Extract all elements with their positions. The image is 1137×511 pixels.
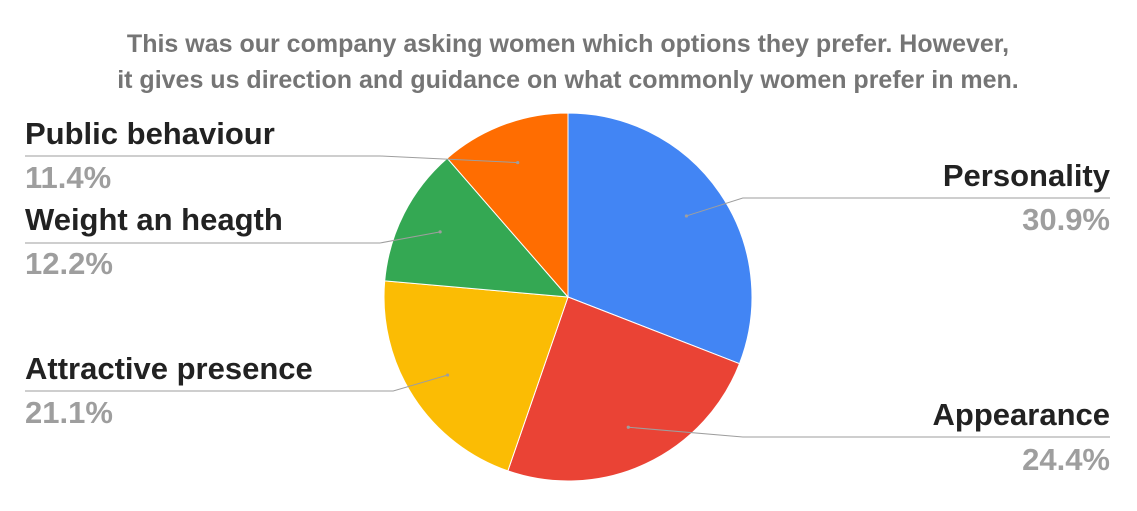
slice-value-weight-an-heagth: 12.2% — [25, 246, 113, 281]
slice-value-attractive-presence: 21.1% — [25, 395, 113, 430]
slice-value-public-behaviour: 11.4% — [25, 160, 111, 195]
slice-label-attractive-presence: Attractive presence — [25, 351, 313, 386]
leader-dot-public-behaviour — [516, 160, 520, 165]
pie-slice-public-behaviour[interactable] — [446, 112, 569, 299]
leader-lines — [25, 155, 1110, 438]
slice-label-appearance: Appearance — [933, 397, 1110, 432]
leader-line-public-behaviour — [25, 155, 518, 164]
leader-line-attractive-presence — [25, 374, 448, 392]
chart-title-line-1: This was our company asking women which … — [127, 30, 1009, 58]
leader-line-weight-an-heagth — [25, 231, 441, 244]
slice-label-weight-an-heagth: Weight an heagth — [25, 202, 283, 237]
leader-dot-weight-an-heagth — [438, 230, 442, 234]
slice-label-public-behaviour: Public behaviour — [25, 116, 275, 151]
pie-slice-personality[interactable] — [567, 112, 753, 365]
slice-label-personality: Personality — [943, 158, 1111, 193]
leader-dot-personality — [684, 214, 689, 218]
pie-slices — [383, 112, 753, 482]
slice-value-personality: 30.9% — [1022, 202, 1110, 237]
leader-line-appearance — [628, 426, 1110, 438]
slice-labels: Personality 30.9% Appearance 24.4% Attractiv… — [25, 116, 1111, 477]
slice-value-appearance: 24.4% — [1022, 442, 1110, 477]
leader-line-personality — [686, 197, 1110, 217]
leader-dot-appearance — [626, 425, 630, 429]
pie-slice-attractive-presence[interactable] — [383, 280, 569, 472]
leader-dot-attractive-presence — [445, 373, 450, 377]
pie-slice-weight-an-heagth[interactable] — [384, 157, 570, 298]
chart-title-line-2: it gives us direction and guidance on wh… — [117, 66, 1019, 94]
pie-slice-appearance[interactable] — [507, 296, 741, 482]
